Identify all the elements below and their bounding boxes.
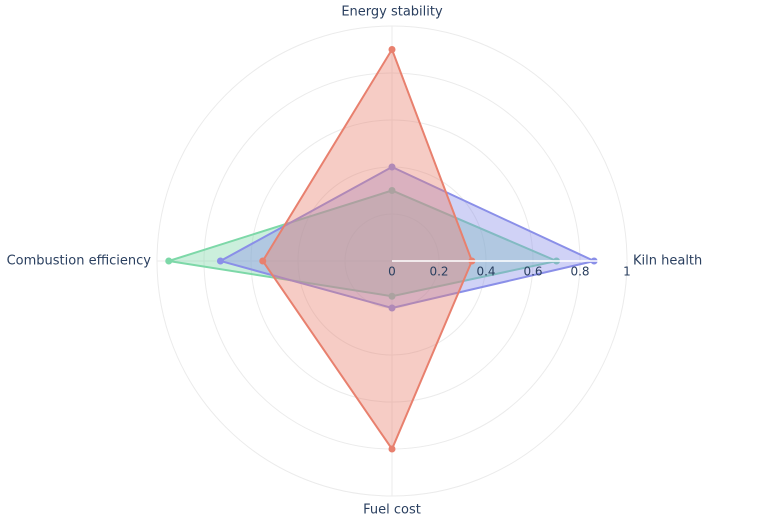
data-point (388, 445, 396, 453)
category-label: Combustion efficiency (7, 254, 152, 269)
category-label: Fuel cost (363, 503, 421, 518)
data-point (165, 257, 173, 265)
category-label: Energy stability (341, 5, 443, 20)
radial-tick-label: 0.2 (429, 265, 448, 279)
data-point (216, 257, 224, 265)
data-point (388, 46, 396, 53)
data-point (259, 257, 267, 265)
data-point (388, 163, 396, 171)
radial-tick-label: 0.8 (570, 265, 589, 279)
radial-tick-label: 0 (388, 265, 396, 279)
data-point (388, 187, 396, 194)
radial-tick-label: 1 (623, 265, 631, 279)
data-point (388, 292, 396, 300)
radial-tick-label: 0.4 (476, 265, 495, 279)
series-area (261, 47, 473, 452)
data-point (388, 304, 396, 312)
category-label: Kiln health (633, 254, 702, 269)
radial-tick-label: 0.6 (523, 265, 542, 279)
